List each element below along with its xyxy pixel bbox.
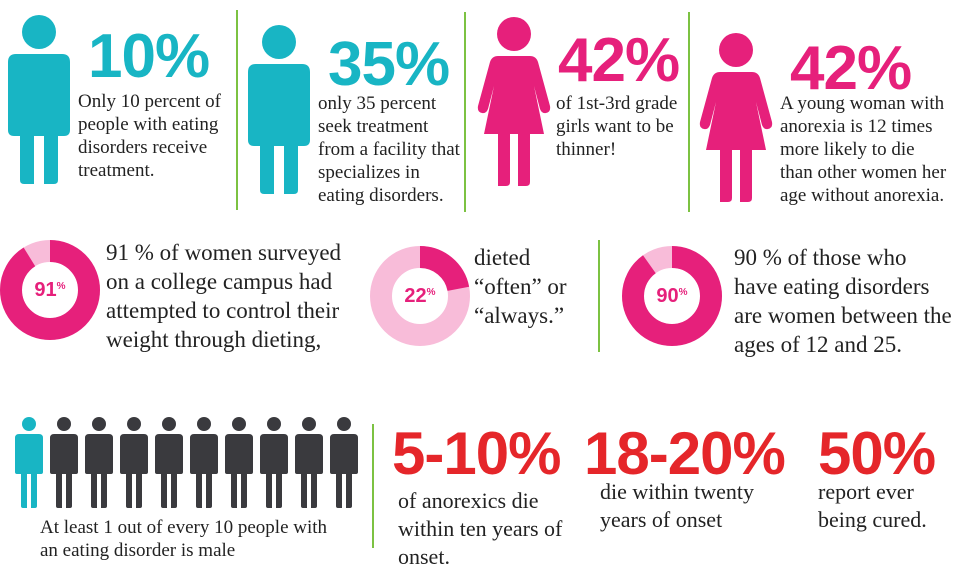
person-figure-icon [259,416,289,508]
divider [372,424,374,548]
divider [688,12,690,212]
divider [464,12,466,212]
donut-label: 22% [404,285,435,307]
donut-description: 90 % of those who have eating disorders … [734,243,954,359]
stat-description: die within twenty years of onset [600,478,780,534]
donut-label: 90% [656,285,687,307]
divider [598,240,600,352]
donut-chart: 91% [0,240,100,340]
stat-description: of 1st-3rd grade girls want to be thinne… [556,92,686,161]
person-figure-icon [329,416,359,508]
person-figure-icon [224,416,254,508]
stat-value: 10% [88,26,209,88]
donut-chart: 90% [622,246,722,346]
male-figure-icon [244,22,314,194]
stat-value: 5-10% [392,424,560,484]
stat-value: 18-20% [584,424,785,484]
person-figure-icon [189,416,219,508]
people-description: At least 1 out of every 10 people with a… [40,516,340,562]
stat-value: 50% [818,424,935,484]
stat-value: 42% [790,38,911,100]
male-figure-icon [4,12,74,184]
donut-label: 91% [34,279,65,301]
donut-description: dieted “often” or “always.” [474,243,594,330]
donut-description: 91 % of women surveyed on a college camp… [106,238,366,354]
person-figure-icon [294,416,324,508]
person-figure-icon [84,416,114,508]
stat-description: Only 10 percent of people with eating di… [78,90,238,182]
stat-description: of anorexics die within ten years of ons… [398,487,578,571]
female-figure-icon [474,14,554,186]
person-figure-icon [154,416,184,508]
male-figure-highlighted-icon [14,416,44,508]
female-figure-icon [696,30,776,202]
stat-value: 35% [328,34,449,96]
person-figure-icon [119,416,149,508]
people-row [14,416,360,508]
person-figure-icon [49,416,79,508]
stat-value: 42% [558,30,679,92]
divider [236,10,238,210]
stat-description: only 35 percent seek treatment from a fa… [318,92,468,207]
stat-description: A young woman with anorexia is 12 times … [780,92,950,207]
donut-chart: 22% [370,246,470,346]
stat-description: report ever being cured. [818,478,958,534]
